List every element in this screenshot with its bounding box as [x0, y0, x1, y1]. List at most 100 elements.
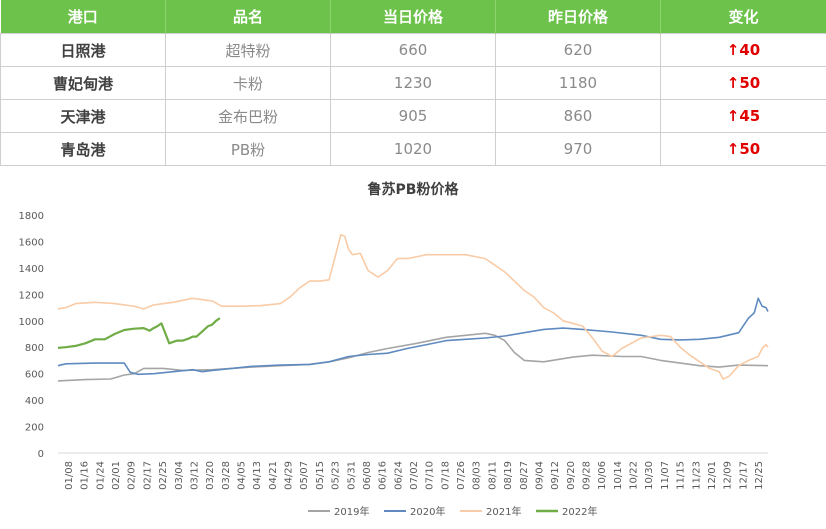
- x-tick-label: 04/05: [237, 461, 248, 490]
- y-tick-label: 600: [25, 370, 44, 381]
- x-tick-label: 03/28: [221, 461, 232, 490]
- today-price-cell: 905: [330, 99, 496, 133]
- y-tick-label: 1200: [19, 290, 44, 301]
- x-tick-label: 02/09: [127, 461, 138, 490]
- today-price-cell: 660: [330, 33, 496, 67]
- yesterday-price-cell: 970: [495, 132, 661, 166]
- x-tick-label: 03/20: [205, 461, 216, 490]
- today-price-cell: 1020: [330, 132, 496, 166]
- x-tick-label: 06/08: [362, 461, 373, 490]
- series-line: [57, 332, 769, 382]
- y-tick-label: 1800: [19, 211, 44, 222]
- series-lines: [57, 234, 769, 382]
- x-tick-label: 04/29: [284, 461, 295, 490]
- y-tick-label: 1600: [19, 237, 44, 248]
- x-tick-label: 04/13: [252, 461, 263, 490]
- x-tick-label: 03/12: [189, 461, 200, 490]
- x-tick-label: 03/04: [174, 461, 185, 490]
- yesterday-price-cell: 620: [495, 33, 661, 67]
- x-tick-label: 08/19: [503, 461, 514, 490]
- header-yesterday-price: 昨日价格: [495, 0, 661, 34]
- y-tick-label: 0: [38, 449, 44, 460]
- x-tick-label: 02/01: [111, 461, 122, 490]
- port-cell: 曹妃甸港: [0, 66, 166, 100]
- change-cell: ↑50: [660, 66, 826, 100]
- x-tick-label: 12/25: [754, 461, 765, 490]
- table-row: 天津港 金布巴粉 905 860 ↑45: [0, 99, 826, 133]
- x-tick-label: 05/07: [299, 461, 310, 490]
- x-tick-label: 07/26: [456, 461, 467, 490]
- y-tick-label: 400: [25, 396, 44, 407]
- x-tick-label: 01/16: [80, 461, 91, 490]
- table-header-row: 港口 品名 当日价格 昨日价格 变化: [0, 0, 826, 34]
- x-tick-label: 07/18: [440, 461, 451, 490]
- series-line: [57, 234, 769, 380]
- x-tick-label: 09/28: [582, 461, 593, 490]
- yesterday-price-cell: 1180: [495, 66, 661, 100]
- y-tick-label: 800: [25, 343, 44, 354]
- chart-title: 鲁苏PB粉价格: [367, 181, 460, 198]
- x-tick-label: 10/22: [629, 461, 640, 490]
- yesterday-price-cell: 860: [495, 99, 661, 133]
- x-tick-label: 10/06: [597, 461, 608, 490]
- x-tick-label: 09/12: [550, 461, 561, 490]
- change-cell: ↑50: [660, 132, 826, 166]
- x-tick-label: 09/04: [534, 461, 545, 490]
- x-tick-label: 10/30: [644, 461, 655, 490]
- x-tick-label: 05/23: [331, 461, 342, 490]
- legend-label: 2019年: [334, 505, 369, 518]
- x-axis: 01/08 01/16 01/24 02/01 02/09 02/17 02/25 03/04…: [58, 452, 768, 490]
- x-tick-label: 07/10: [425, 461, 436, 490]
- x-tick-label: 11/07: [660, 461, 671, 490]
- port-cell: 青岛港: [0, 132, 166, 166]
- header-product: 品名: [165, 0, 331, 34]
- x-tick-label: 08/03: [472, 461, 483, 490]
- x-tick-label: 01/24: [95, 461, 106, 490]
- table-row: 曹妃甸港 卡粉 1230 1180 ↑50: [0, 66, 826, 100]
- x-tick-label: 04/21: [268, 461, 279, 490]
- x-tick-label: 02/17: [142, 461, 153, 490]
- port-cell: 日照港: [0, 33, 166, 67]
- port-cell: 天津港: [0, 99, 166, 133]
- x-tick-label: 08/11: [487, 461, 498, 490]
- change-cell: ↑45: [660, 99, 826, 133]
- table-row: 青岛港 PB粉 1020 970 ↑50: [0, 132, 826, 166]
- y-axis: 0 200 400 600 800 1000 1200 1400 1600 1800: [19, 211, 44, 460]
- series-line: [57, 317, 221, 349]
- port-price-table: 港口 品名 当日价格 昨日价格 变化 日照港 超特粉 660 620 ↑40 曹…: [0, 0, 826, 166]
- x-tick-label: 08/27: [519, 461, 530, 490]
- legend-label: 2021年: [486, 505, 521, 518]
- x-tick-label: 07/02: [409, 461, 420, 490]
- legend-label: 2020年: [410, 505, 445, 518]
- x-tick-label: 11/15: [676, 461, 687, 490]
- x-tick-label: 09/20: [566, 461, 577, 490]
- product-cell: PB粉: [165, 132, 331, 166]
- x-tick-label: 11/23: [691, 461, 702, 490]
- product-cell: 卡粉: [165, 66, 331, 100]
- x-tick-label: 12/09: [723, 461, 734, 490]
- y-tick-label: 200: [25, 423, 44, 434]
- change-cell: ↑40: [660, 33, 826, 67]
- product-cell: 超特粉: [165, 33, 331, 67]
- today-price-cell: 1230: [330, 66, 496, 100]
- header-port: 港口: [0, 0, 166, 34]
- x-tick-label: 05/31: [346, 461, 357, 490]
- x-tick-label: 02/25: [158, 461, 169, 490]
- x-tick-label: 10/14: [613, 461, 624, 490]
- product-cell: 金布巴粉: [165, 99, 331, 133]
- legend: 2019年 2020年 2021年 2022年: [308, 505, 597, 518]
- table-row: 日照港 超特粉 660 620 ↑40: [0, 33, 826, 67]
- x-tick-label: 12/17: [738, 461, 749, 490]
- series-line: [57, 297, 769, 376]
- x-tick-label: 06/24: [393, 461, 404, 490]
- header-change: 变化: [660, 0, 826, 34]
- legend-label: 2022年: [562, 505, 597, 518]
- x-tick-label: 05/15: [315, 461, 326, 490]
- x-tick-label: 01/08: [64, 461, 75, 490]
- y-tick-label: 1000: [19, 317, 44, 328]
- price-line-chart: 鲁苏PB粉价格 0 200 400 600 800 1000 1200 1400 1600 180…: [19, 181, 769, 518]
- y-tick-label: 1400: [19, 264, 44, 275]
- x-tick-label: 06/16: [378, 461, 389, 490]
- header-today-price: 当日价格: [330, 0, 496, 34]
